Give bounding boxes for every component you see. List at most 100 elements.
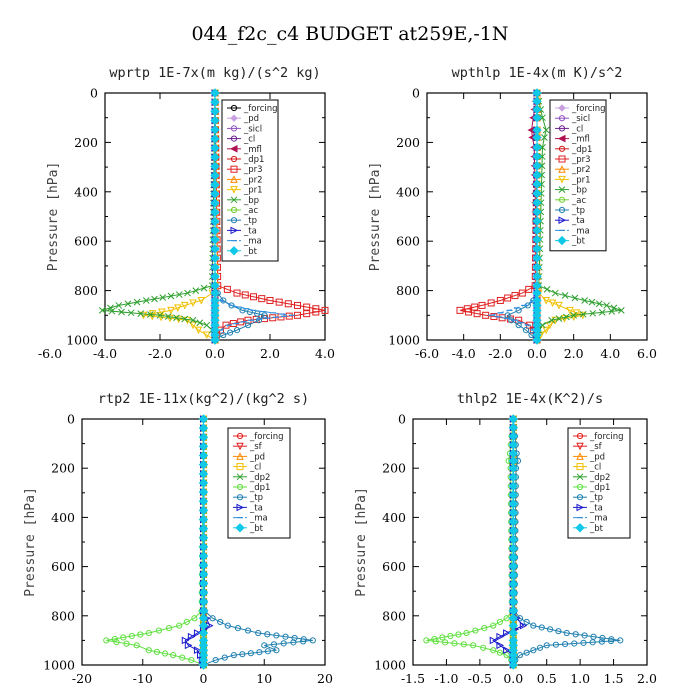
legend-marker (558, 175, 566, 184)
data-point (490, 622, 497, 629)
data-point (581, 297, 589, 304)
x-tick-label: -2.0 (488, 346, 512, 361)
x-tick-label: 1.5 (604, 671, 624, 686)
data-point (210, 253, 220, 263)
data-point (223, 285, 231, 293)
panels: wprtp 1E-7x(m kg)/(s^2 kg) Pressure [hPa]… (23, 65, 657, 686)
legend-marker (236, 463, 244, 471)
data-point (508, 490, 518, 500)
data-point (153, 648, 161, 655)
data-point (198, 578, 209, 589)
data-point (532, 142, 542, 153)
data-point (539, 321, 546, 329)
legend-label: _forcing (571, 104, 606, 114)
data-point (255, 317, 263, 324)
data-point (212, 656, 219, 664)
data-point (508, 597, 518, 607)
legend-label: _pd (249, 452, 265, 462)
data-point (158, 308, 166, 317)
legend-label: _ta (243, 226, 257, 236)
data-point (198, 542, 209, 552)
data-point (273, 632, 280, 639)
data-point (264, 648, 271, 655)
legend-marker (230, 104, 238, 112)
panel-title: rtp2 1E-11x(kg^2)/(kg^2 s) (98, 391, 309, 407)
legend-entry: _ma (233, 514, 268, 524)
data-point (151, 295, 158, 303)
data-point (508, 552, 518, 563)
legend: _forcing_pd_sicl_cl_mfl_dp1_pr3_pr2_pr1_… (221, 99, 279, 262)
legend-label: _dp1 (589, 483, 610, 493)
y-tick-label: 0 (67, 412, 75, 427)
data-point (198, 478, 209, 488)
x-tick-label: -4.0 (452, 346, 476, 361)
legend-entry: _tp (573, 493, 603, 503)
x-tick-label: -20 (72, 671, 92, 686)
legend-marker (236, 503, 245, 512)
data-point (189, 299, 197, 308)
data-point (189, 316, 197, 324)
x-tick-label: 1.0 (570, 671, 590, 686)
legend-marker (558, 216, 567, 225)
data-point (530, 647, 537, 654)
data-point (233, 289, 241, 297)
x-tick-label: -10 (133, 671, 153, 686)
data-point (200, 284, 208, 292)
data-point (503, 629, 511, 637)
data-point (198, 569, 209, 580)
data-point (198, 469, 209, 479)
legend-label: _bt (249, 524, 264, 534)
x-tick-label: 4.0 (600, 346, 620, 361)
legend-entry: _mfl (555, 135, 590, 145)
data-point (532, 179, 542, 189)
data-point (294, 301, 301, 309)
data-point (439, 634, 446, 641)
data-point (192, 287, 200, 294)
data-point (184, 641, 193, 650)
legend-label: _ta (589, 503, 603, 513)
data-point (266, 296, 274, 304)
data-point (188, 656, 195, 664)
legend-entry: _cl (233, 463, 261, 473)
panel-title: thlp2 1E-4x(K^2)/s (457, 391, 603, 407)
legend-marker (230, 114, 238, 122)
data-point (198, 423, 209, 433)
data-point (530, 622, 537, 629)
data-point (508, 508, 518, 518)
data-point (145, 647, 152, 654)
legend-label: _ac (243, 206, 258, 216)
legend-marker (576, 432, 584, 440)
data-point (562, 313, 570, 321)
data-point (108, 307, 116, 315)
data-point (210, 244, 220, 254)
y-axis-label: Pressure [hPa] (368, 162, 383, 272)
legend-marker (558, 125, 566, 132)
data-point (532, 253, 542, 263)
y-tick-label: 200 (51, 461, 75, 476)
legend-label: _dp1 (249, 483, 270, 493)
data-point (210, 88, 220, 98)
legend-marker (576, 452, 584, 460)
legend-label: _pr3 (243, 165, 263, 175)
data-point (496, 296, 504, 304)
panel-1: wprtp 1E-7x(m kg)/(s^2 kg) Pressure [hPa]… (38, 65, 335, 361)
data-point (504, 294, 512, 302)
data-point (603, 302, 611, 309)
legend-entry: _pd (233, 452, 265, 462)
legend-entry: _forcing (233, 432, 284, 442)
data-point (142, 297, 150, 304)
legend-entry: _dp1 (233, 483, 270, 493)
data-point (508, 499, 518, 509)
legend-marker (558, 155, 566, 163)
data-point (233, 327, 241, 334)
x-tick-label: 0.0 (503, 671, 523, 686)
panel-4: thlp2 1E-4x(K^2)/s Pressure [hPa] 0 200 400 6… (354, 391, 657, 686)
legend-marker (576, 473, 584, 481)
legend-label: _pr2 (243, 175, 263, 185)
data-point (598, 638, 605, 645)
data-point (137, 631, 144, 638)
data-point (291, 634, 298, 642)
data-point (193, 629, 202, 637)
data-point (234, 625, 242, 632)
